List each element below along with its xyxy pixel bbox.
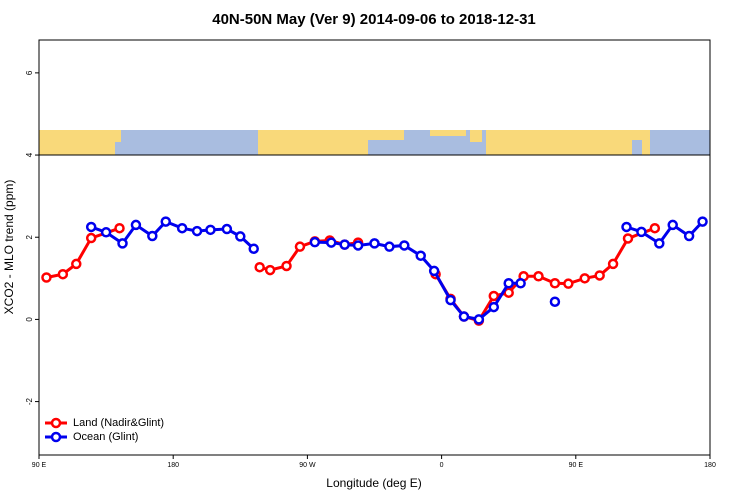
data-point	[607, 258, 619, 270]
data-point	[235, 231, 246, 242]
data-point	[369, 238, 380, 249]
data-point	[515, 277, 526, 289]
data-point	[160, 216, 171, 227]
data-point	[622, 233, 634, 244]
data-point	[654, 238, 665, 249]
data-point	[100, 227, 112, 238]
data-point	[130, 219, 142, 231]
y-tick-label: 2	[25, 234, 34, 239]
series	[85, 216, 708, 325]
x-axis-label: Longitude (deg E)	[326, 476, 421, 490]
data-point	[428, 265, 440, 277]
series-line	[46, 226, 656, 323]
data-point	[147, 230, 158, 242]
data-point	[697, 216, 708, 227]
data-point	[549, 296, 561, 307]
legend: Land (Nadir&Glint) Ocean (Glint)	[45, 417, 164, 443]
data-point	[503, 277, 514, 289]
legend-marker	[50, 431, 62, 443]
data-point	[399, 240, 410, 251]
data-point	[85, 232, 97, 244]
plot-frame	[38, 39, 711, 456]
data-point	[636, 226, 647, 238]
data-point	[221, 223, 233, 235]
data-point	[621, 221, 632, 233]
data-point	[549, 277, 561, 289]
data-point	[533, 271, 544, 282]
data-point	[352, 240, 364, 251]
data-point	[309, 236, 321, 248]
data-point	[579, 273, 590, 284]
legend-marker	[50, 417, 62, 429]
data-point	[326, 237, 337, 248]
y-tick-label: 0	[25, 317, 34, 322]
data-point	[117, 238, 128, 249]
legend-label: Land (Nadir&Glint)	[73, 417, 164, 429]
data-point	[57, 268, 69, 280]
data-point	[649, 222, 661, 234]
data-point	[594, 270, 605, 281]
series-line	[90, 219, 704, 322]
y-axis-label: XCO2 - MLO trend (ppm)	[2, 180, 16, 315]
data-point	[488, 301, 500, 313]
series	[41, 222, 661, 326]
data-point	[85, 221, 97, 233]
x-tick-label: 0	[440, 462, 444, 469]
data-point	[415, 250, 426, 261]
data-point	[563, 278, 574, 289]
y-tick-label: -2	[25, 397, 34, 405]
data-point	[458, 311, 470, 322]
data-point	[248, 243, 259, 254]
y-tick-label: 4	[25, 152, 34, 157]
data-point	[667, 219, 678, 231]
x-tick-label: 90 E	[569, 462, 584, 469]
world-map-strip	[39, 130, 710, 155]
x-tick-label: 90 E	[32, 462, 47, 469]
data-point	[41, 272, 52, 283]
data-point	[264, 264, 276, 276]
data-point	[71, 258, 82, 270]
data-point	[281, 260, 292, 272]
x-tick-label: 180	[704, 462, 716, 469]
x-tick-label: 180	[167, 462, 179, 469]
data-point	[191, 225, 203, 237]
data-point	[473, 314, 485, 325]
legend-label: Ocean (Glint)	[73, 431, 138, 443]
data-point	[114, 222, 125, 234]
data-point	[384, 241, 395, 252]
x-tick-label: 90 W	[299, 462, 316, 469]
chart-title: 40N-50N May (Ver 9) 2014-09-06 to 2018-1…	[212, 11, 536, 28]
data-point	[294, 241, 306, 252]
data-point	[503, 287, 514, 298]
y-tick-label: 6	[25, 70, 34, 75]
data-point	[683, 230, 695, 242]
data-point	[176, 222, 188, 234]
data-point	[339, 239, 350, 250]
data-point	[445, 294, 456, 306]
data-point	[254, 261, 265, 273]
data-point	[488, 290, 500, 302]
data-point	[205, 224, 216, 236]
